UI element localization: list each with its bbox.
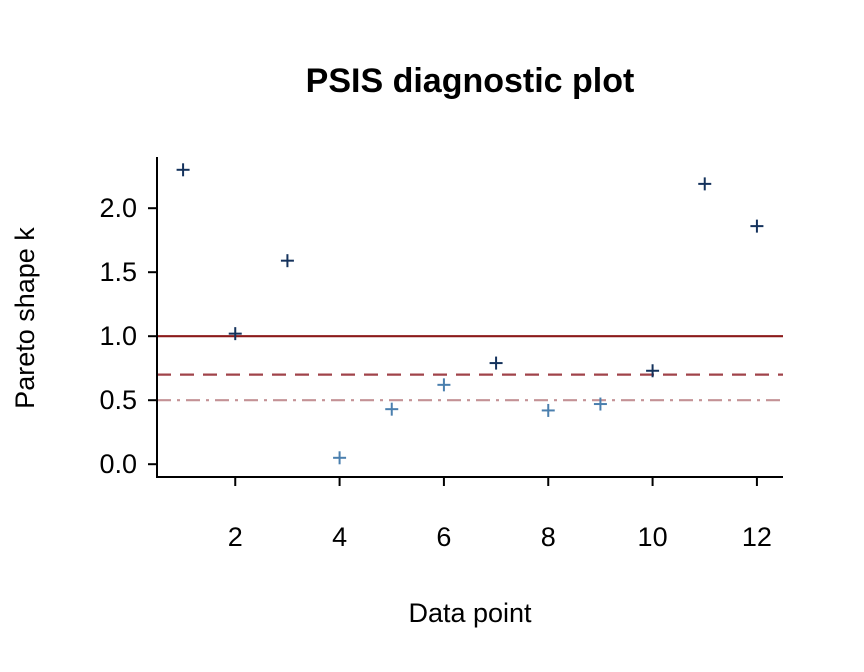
x-tick-label: 8 xyxy=(541,522,556,552)
reference-lines xyxy=(157,335,783,402)
chart-title: PSIS diagnostic plot xyxy=(306,62,635,100)
data-point-3 xyxy=(280,254,294,268)
x-axis-label: Data point xyxy=(408,598,532,628)
x-tick-label: 12 xyxy=(742,522,772,552)
y-tick-label: 1.5 xyxy=(99,257,137,287)
y-tick-label: 0.5 xyxy=(99,385,137,415)
y-tick-label: 1.0 xyxy=(99,321,137,351)
x-axis-ticks: 2 4 6 8 10 12 xyxy=(228,477,772,552)
y-tick-label: 2.0 xyxy=(99,193,137,223)
y-tick-label: 0.0 xyxy=(99,449,137,479)
data-point-7 xyxy=(489,356,503,370)
data-point-11 xyxy=(698,177,712,191)
data-point-2 xyxy=(228,327,242,341)
y-axis-ticks: 0.0 0.5 1.0 1.5 2.0 xyxy=(99,193,157,479)
y-axis-label: Pareto shape k xyxy=(10,227,40,409)
data-point-4 xyxy=(333,451,347,465)
data-points xyxy=(176,163,764,465)
data-point-8 xyxy=(541,403,555,417)
data-point-1 xyxy=(176,163,190,177)
data-point-5 xyxy=(385,402,399,416)
data-point-6 xyxy=(437,378,451,392)
x-tick-label: 2 xyxy=(228,522,243,552)
x-tick-label: 4 xyxy=(332,522,347,552)
data-point-12 xyxy=(750,219,764,233)
data-point-10 xyxy=(646,364,660,378)
data-point-9 xyxy=(593,397,607,411)
x-tick-label: 6 xyxy=(436,522,451,552)
x-tick-label: 10 xyxy=(638,522,668,552)
